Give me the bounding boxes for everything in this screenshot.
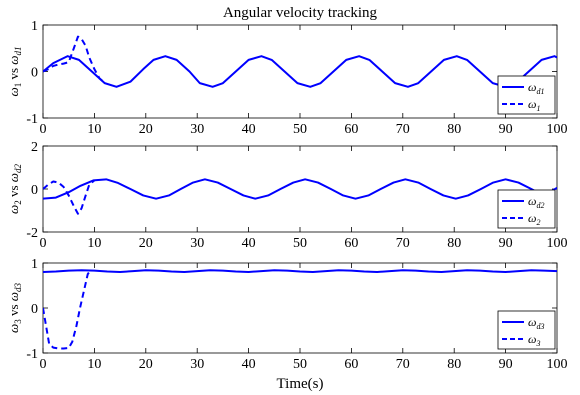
x-tick-label: 90 — [499, 236, 513, 251]
x-tick-label: 50 — [293, 122, 307, 137]
x-tick-label: 40 — [242, 122, 256, 137]
y-tick-label: 0 — [31, 66, 38, 81]
legend-label-2: ω1 — [528, 97, 540, 113]
y-tick-label: 0 — [31, 302, 38, 317]
legend-label-1: ωd3 — [528, 315, 544, 331]
x-tick-label: 60 — [344, 357, 358, 372]
x-tick-label: 70 — [396, 236, 410, 251]
x-tick-label: 0 — [40, 357, 47, 372]
x-tick-label: 100 — [547, 236, 568, 251]
x-tick-label: 30 — [190, 357, 204, 372]
x-axis-label: Time(s) — [277, 376, 324, 392]
x-tick-label: 30 — [190, 236, 204, 251]
legend-label-2: ω2 — [528, 211, 540, 227]
series-line-2 — [43, 269, 92, 350]
series-line-2 — [43, 179, 96, 215]
x-tick-label: 60 — [344, 236, 358, 251]
x-tick-label: 50 — [293, 236, 307, 251]
chart-title: Angular velocity tracking — [223, 5, 378, 21]
series-line-1 — [43, 178, 557, 200]
x-tick-label: 0 — [40, 122, 47, 137]
x-tick-label: 20 — [139, 236, 153, 251]
y-axis-label: ω2 vs ωd2 — [6, 164, 23, 214]
x-tick-label: 50 — [293, 357, 307, 372]
x-tick-label: 10 — [87, 357, 101, 372]
x-tick-label: 0 — [40, 236, 47, 251]
x-tick-label: 80 — [447, 122, 461, 137]
x-tick-label: 80 — [447, 357, 461, 372]
y-tick-label: 1 — [31, 257, 38, 272]
series-line-1 — [43, 55, 557, 88]
x-tick-label: 20 — [139, 357, 153, 372]
legend-box — [497, 310, 556, 350]
x-tick-label: 60 — [344, 122, 358, 137]
y-tick-label: 1 — [31, 19, 38, 34]
x-tick-label: 100 — [547, 357, 568, 372]
x-tick-label: 10 — [87, 236, 101, 251]
axes-box — [42, 262, 558, 354]
series-line-2 — [43, 35, 106, 84]
x-tick-label: 100 — [547, 122, 568, 137]
x-tick-label: 20 — [139, 122, 153, 137]
legend-label-1: ωd2 — [528, 194, 544, 210]
y-tick-label: -1 — [26, 347, 38, 362]
series-line-1 — [43, 269, 557, 273]
x-tick-label: 30 — [190, 122, 204, 137]
x-tick-label: 10 — [87, 122, 101, 137]
x-tick-label: 40 — [242, 236, 256, 251]
legend-label-1: ωd1 — [528, 80, 544, 96]
legend-label-2: ω3 — [528, 332, 540, 348]
y-tick-label: 0 — [31, 183, 38, 198]
x-tick-label: 40 — [242, 357, 256, 372]
x-tick-label: 90 — [499, 357, 513, 372]
legend-box — [497, 189, 556, 229]
y-tick-label: -1 — [26, 112, 38, 127]
y-tick-label: 2 — [31, 140, 38, 155]
x-tick-label: 70 — [396, 357, 410, 372]
y-tick-label: -2 — [26, 226, 38, 241]
x-tick-label: 90 — [499, 122, 513, 137]
x-tick-label: 70 — [396, 122, 410, 137]
y-axis-label: ω1 vs ωd1 — [6, 47, 23, 97]
y-axis-label: ω3 vs ωd3 — [6, 283, 23, 333]
x-tick-label: 80 — [447, 236, 461, 251]
legend-box — [497, 75, 556, 115]
